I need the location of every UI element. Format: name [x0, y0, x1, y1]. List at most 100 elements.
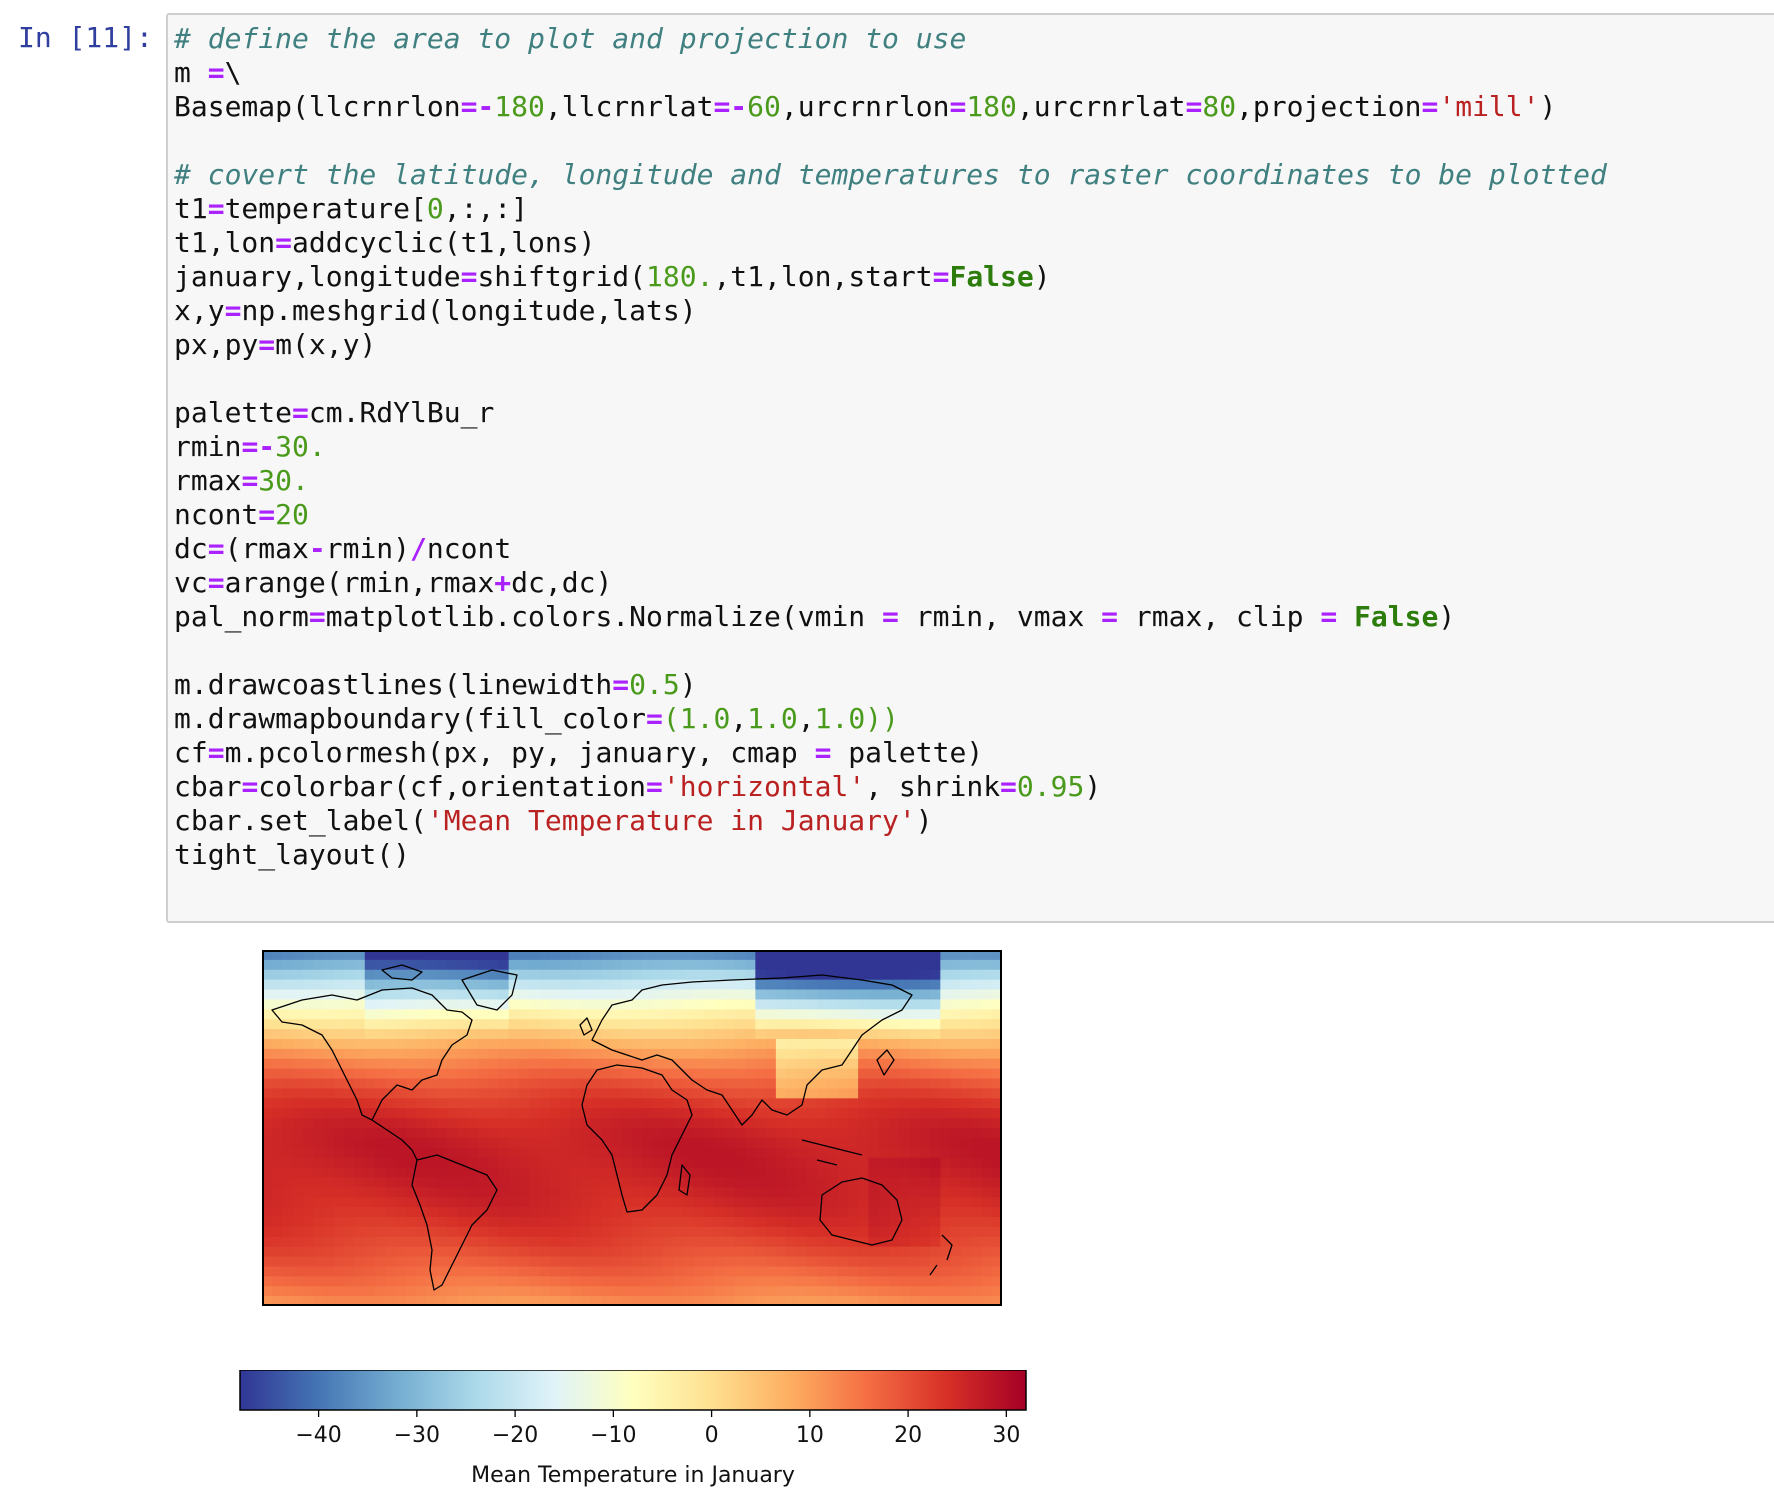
map-cell	[488, 959, 499, 971]
map-cell	[909, 1118, 921, 1129]
map-cell	[467, 1118, 479, 1129]
map-cell	[529, 1108, 541, 1119]
map-cell	[621, 1226, 633, 1238]
map-frame	[262, 950, 1002, 1306]
map-cell	[262, 1276, 273, 1287]
map-cell	[909, 1177, 921, 1188]
map-cell	[508, 1137, 520, 1149]
map-cell	[765, 1058, 777, 1070]
map-cell	[518, 1088, 530, 1099]
map-cell	[395, 950, 407, 961]
map-cell	[457, 1098, 469, 1109]
map-cell	[847, 1068, 859, 1080]
map-cell	[447, 1266, 458, 1277]
map-cell	[426, 1167, 438, 1179]
map-cell	[734, 1157, 746, 1169]
map-cell	[549, 1296, 561, 1306]
map-cell	[960, 1197, 972, 1208]
map-cell	[930, 1246, 941, 1258]
map-cell	[827, 1276, 839, 1287]
map-cell	[971, 1217, 983, 1228]
map-cell	[673, 1157, 684, 1169]
map-cell	[981, 989, 993, 1001]
code-token: =-	[713, 90, 748, 123]
map-cell	[888, 1128, 900, 1139]
map-cell	[364, 1068, 376, 1080]
code-token: january,longitude	[174, 260, 461, 293]
map-cell	[549, 1068, 561, 1080]
map-cell	[457, 1266, 469, 1277]
map-cell	[580, 969, 592, 981]
map-cell	[601, 950, 613, 961]
code-cell-input[interactable]	[166, 13, 1774, 923]
map-cell	[385, 1147, 397, 1159]
code-token: =	[308, 600, 326, 633]
map-cell	[262, 1118, 273, 1129]
map-cell	[426, 1236, 438, 1248]
map-cell	[858, 1296, 869, 1306]
map-cell	[786, 1276, 798, 1287]
map-cell	[632, 1019, 643, 1030]
code-editor[interactable]: # define the area to plot and projection…	[174, 22, 1607, 872]
map-cell	[539, 1029, 551, 1040]
map-cell	[714, 1029, 726, 1040]
map-cell	[560, 1256, 571, 1268]
map-cell	[282, 1187, 294, 1198]
map-cell	[827, 1256, 839, 1268]
map-cell	[313, 950, 325, 961]
map-cell	[385, 969, 397, 981]
map-cell	[991, 1147, 1002, 1159]
map-cell	[303, 1019, 314, 1030]
map-cell	[765, 1256, 777, 1268]
map-cell	[765, 1226, 777, 1238]
map-cell	[745, 950, 756, 961]
map-cell	[806, 1276, 818, 1287]
map-cell	[734, 1167, 746, 1179]
map-cell	[950, 1128, 962, 1139]
map-cell	[796, 1276, 808, 1287]
map-cell	[560, 1167, 571, 1179]
map-cell	[899, 1108, 911, 1119]
map-cell	[632, 1048, 643, 1060]
map-cell	[765, 979, 777, 991]
map-cell	[796, 1256, 808, 1268]
map-cell	[714, 1197, 726, 1208]
code-line: vc=arange(rmin,rmax+dc,dc)	[174, 566, 1607, 600]
map-cell	[570, 1058, 582, 1070]
map-cell	[344, 1048, 356, 1060]
map-cell	[405, 1009, 417, 1020]
map-cell	[991, 950, 1002, 961]
map-cell	[467, 959, 479, 971]
map-cell	[344, 959, 356, 971]
map-cell	[714, 1009, 726, 1020]
map-cell	[488, 1108, 499, 1119]
map-cell	[282, 1207, 294, 1218]
map-cell	[447, 1226, 458, 1238]
map-cell	[991, 1217, 1002, 1228]
map-cell	[611, 1048, 623, 1060]
map-cell	[734, 1256, 746, 1268]
map-cell	[375, 1276, 386, 1287]
map-cell	[395, 1167, 407, 1179]
map-cell	[642, 989, 654, 1001]
map-cell	[991, 1246, 1002, 1258]
map-cell	[282, 989, 294, 1001]
code-token: ,urcrnrlat	[1016, 90, 1186, 123]
map-cell	[745, 1088, 756, 1099]
map-cell	[364, 1236, 376, 1248]
map-cell	[364, 1078, 376, 1090]
map-cell	[272, 1019, 284, 1030]
map-cell	[560, 999, 571, 1010]
map-cell	[364, 1048, 376, 1060]
map-cell	[601, 1236, 613, 1248]
map-cell	[426, 950, 438, 961]
map-cell	[467, 1187, 479, 1198]
map-cell	[775, 1029, 787, 1040]
map-cell	[539, 1147, 551, 1159]
map-cell	[673, 979, 684, 991]
map-cell	[498, 1286, 510, 1297]
coastline-south-america	[411, 1154, 498, 1291]
map-cell	[693, 1019, 705, 1030]
map-cell	[467, 1296, 479, 1306]
map-cell	[518, 1226, 530, 1238]
